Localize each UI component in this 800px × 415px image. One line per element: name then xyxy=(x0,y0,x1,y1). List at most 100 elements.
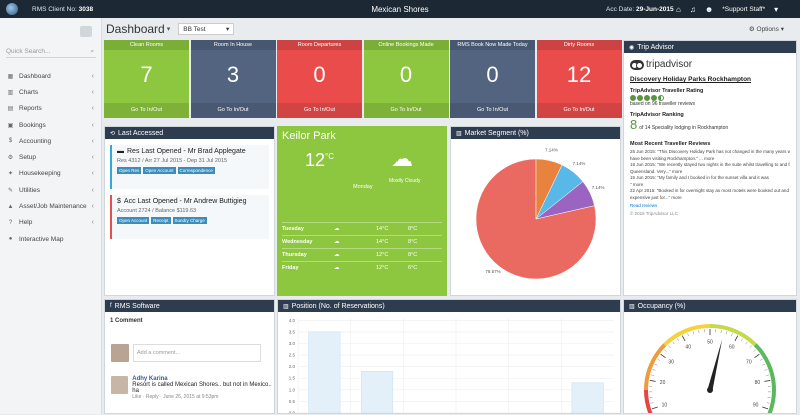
sidebar-item-interactive-map[interactable]: ●Interactive Map xyxy=(0,231,102,247)
go-to-in-out-link[interactable]: Go To In/Out xyxy=(191,103,276,118)
last-acc-item[interactable]: $Acc Last Opened - Mr Andrew Buttigieg A… xyxy=(110,195,269,239)
bell-icon[interactable]: ♫ xyxy=(690,5,696,14)
tile-title: Room Departures xyxy=(277,40,362,50)
park-link[interactable]: Discovery Holiday Parks Rockhampton xyxy=(630,76,790,83)
user-menu[interactable]: *Support Staff* xyxy=(722,6,765,13)
gauge-minor-tick xyxy=(726,331,727,334)
action-button[interactable]: Sundry Charge xyxy=(173,217,207,224)
panel-title: Last Accessed xyxy=(118,130,163,137)
tile-title: RMS Book Now Made Today xyxy=(450,40,535,50)
home-icon[interactable]: ⌂ xyxy=(676,5,681,14)
occupancy-panel: ▥Occupancy (%) 0102030405060708090100 xyxy=(623,299,797,414)
trip-advisor-panel: ◉Trip Advisor tripadvisor Discovery Holi… xyxy=(623,40,797,296)
acc-details: Account 2724 / Balance $119.63 xyxy=(117,208,264,214)
comment-meta[interactable]: Like · Reply · June 26, 2015 at 9:53pm xyxy=(132,394,274,400)
gauge-band xyxy=(665,326,710,345)
sidebar-item-setup[interactable]: ⚙Setup‹ xyxy=(0,149,102,165)
review-line: 15 Jun 2015: "My family and I booked in … xyxy=(630,175,790,182)
chevron-left-icon: ‹ xyxy=(92,122,94,129)
y-tick-label: 2.0 xyxy=(289,364,296,369)
chevron-left-icon: ‹ xyxy=(92,89,94,96)
comment-text: Resort is called Mexican Shores.. but no… xyxy=(132,382,274,394)
last-res-item[interactable]: ▬Res Last Opened - Mr Brad Applegate Res… xyxy=(110,145,269,189)
chevron-down-icon[interactable]: ▾ xyxy=(167,25,171,33)
owl-icon xyxy=(630,60,644,70)
dashboard-icon: ▦ xyxy=(6,73,15,80)
market-segment-panel: ▥Market Segment (%) 78.57%7.14%7.14%7.14… xyxy=(450,126,621,296)
gauge-minor-tick xyxy=(653,369,656,370)
action-button[interactable]: Receipt xyxy=(151,217,170,224)
pie-label: 7.14% xyxy=(573,161,586,166)
panel-title: Occupancy (%) xyxy=(638,303,686,310)
add-comment-input[interactable]: Add a comment... xyxy=(133,344,261,362)
read-reviews-link[interactable]: Read reviews xyxy=(630,203,790,208)
position-bar xyxy=(309,332,341,413)
reports-icon: ▤ xyxy=(6,105,15,112)
weather-day: Monday xyxy=(353,184,373,190)
pie-label: 7.14% xyxy=(545,148,558,153)
chevron-left-icon: ‹ xyxy=(92,203,94,210)
tile-title: Dirty Rooms xyxy=(537,40,622,50)
market-segment-pie-chart: 78.57%7.14%7.14%7.14% xyxy=(451,139,620,295)
action-button[interactable]: Correspondence xyxy=(178,167,215,174)
temp-unit: °C xyxy=(325,152,334,161)
property-select[interactable]: BB Test▾ xyxy=(178,23,234,35)
occupancy-gauge: 0102030405060708090100 xyxy=(624,312,796,413)
housekeeping-icon: ✦ xyxy=(6,170,15,177)
gauge-tick xyxy=(661,354,666,358)
bed-icon: ▬ xyxy=(117,148,124,155)
gauge-tick-label: 50 xyxy=(707,340,713,346)
forecast-high: 14°C xyxy=(376,226,408,232)
sidebar-item-charts[interactable]: ▥Charts‹ xyxy=(0,84,102,100)
quick-search-input[interactable]: Quick Search... ⌕ xyxy=(6,46,96,58)
action-button[interactable]: Open Res xyxy=(117,167,141,174)
chevron-down-icon[interactable]: ▾ xyxy=(774,5,778,14)
gauge-minor-tick xyxy=(721,330,722,333)
top-bar: RMS Client No: 3038 Mexican Shores Acc D… xyxy=(0,0,800,18)
sidebar-item-reports[interactable]: ▤Reports‹ xyxy=(0,101,102,117)
user-icon[interactable]: ☻ xyxy=(705,5,713,14)
gauge-minor-tick xyxy=(668,346,670,348)
gauge-minor-tick xyxy=(688,333,689,336)
client-number: RMS Client No: 3038 xyxy=(32,6,93,13)
gauge-minor-tick xyxy=(750,346,752,348)
weather-panel: Keilor Park 12°C Monday ☁ Mostly Cloudy … xyxy=(277,126,447,296)
search-placeholder: Quick Search... xyxy=(6,48,50,55)
rating-label: TripAdvisor Traveller Rating xyxy=(630,88,790,94)
go-to-in-out-link[interactable]: Go To In/Out xyxy=(364,103,449,118)
options-button[interactable]: ⚙ Options ▾ xyxy=(749,25,784,33)
sidebar-item-utilities[interactable]: ✎Utilities‹ xyxy=(0,182,102,198)
sidebar-item-asset-job-maintenance[interactable]: ▲Asset/Job Maintenance‹ xyxy=(0,198,102,214)
review-line: 25 Jun 2015: "This Discovery Holiday Par… xyxy=(630,149,790,156)
review-line: 22 Apr 2015: "Booked in for overnight st… xyxy=(630,188,790,195)
action-button[interactable]: Open Account xyxy=(143,167,175,174)
go-to-in-out-link[interactable]: Go To In/Out xyxy=(104,103,189,118)
tile-value: 0 xyxy=(277,62,362,88)
gauge-band xyxy=(710,326,755,345)
action-button[interactable]: Open Account xyxy=(117,217,149,224)
y-tick-label: 1.0 xyxy=(289,387,296,392)
panel-header: ▥Position (No. of Reservations) xyxy=(278,300,620,312)
sidebar-item-dashboard[interactable]: ▦Dashboard‹ xyxy=(0,68,102,84)
forecast-low: 8°C xyxy=(408,239,417,245)
gauge-hub xyxy=(707,387,713,393)
go-to-in-out-link[interactable]: Go To In/Out xyxy=(537,103,622,118)
go-to-in-out-link[interactable]: Go To In/Out xyxy=(450,103,535,118)
sidebar-item-bookings[interactable]: ▣Bookings‹ xyxy=(0,117,102,133)
accounting-icon: $ xyxy=(6,138,15,144)
sidebar-item-housekeeping[interactable]: ✦Housekeeping‹ xyxy=(0,166,102,182)
sidebar-item-accounting[interactable]: $Accounting‹ xyxy=(0,133,102,149)
bar-chart-icon: ▥ xyxy=(6,89,15,96)
gauge-tick xyxy=(735,336,738,341)
chevron-left-icon: ‹ xyxy=(92,187,94,194)
rating-count: based on 96 traveller reviews xyxy=(630,101,790,107)
gauge-minor-tick xyxy=(741,338,743,341)
panel-title: RMS Software xyxy=(115,303,160,310)
sidebar-item-help[interactable]: ?Help‹ xyxy=(0,215,102,231)
go-to-in-out-link[interactable]: Go To In/Out xyxy=(277,103,362,118)
sidebar-toggle-button[interactable] xyxy=(80,26,92,37)
